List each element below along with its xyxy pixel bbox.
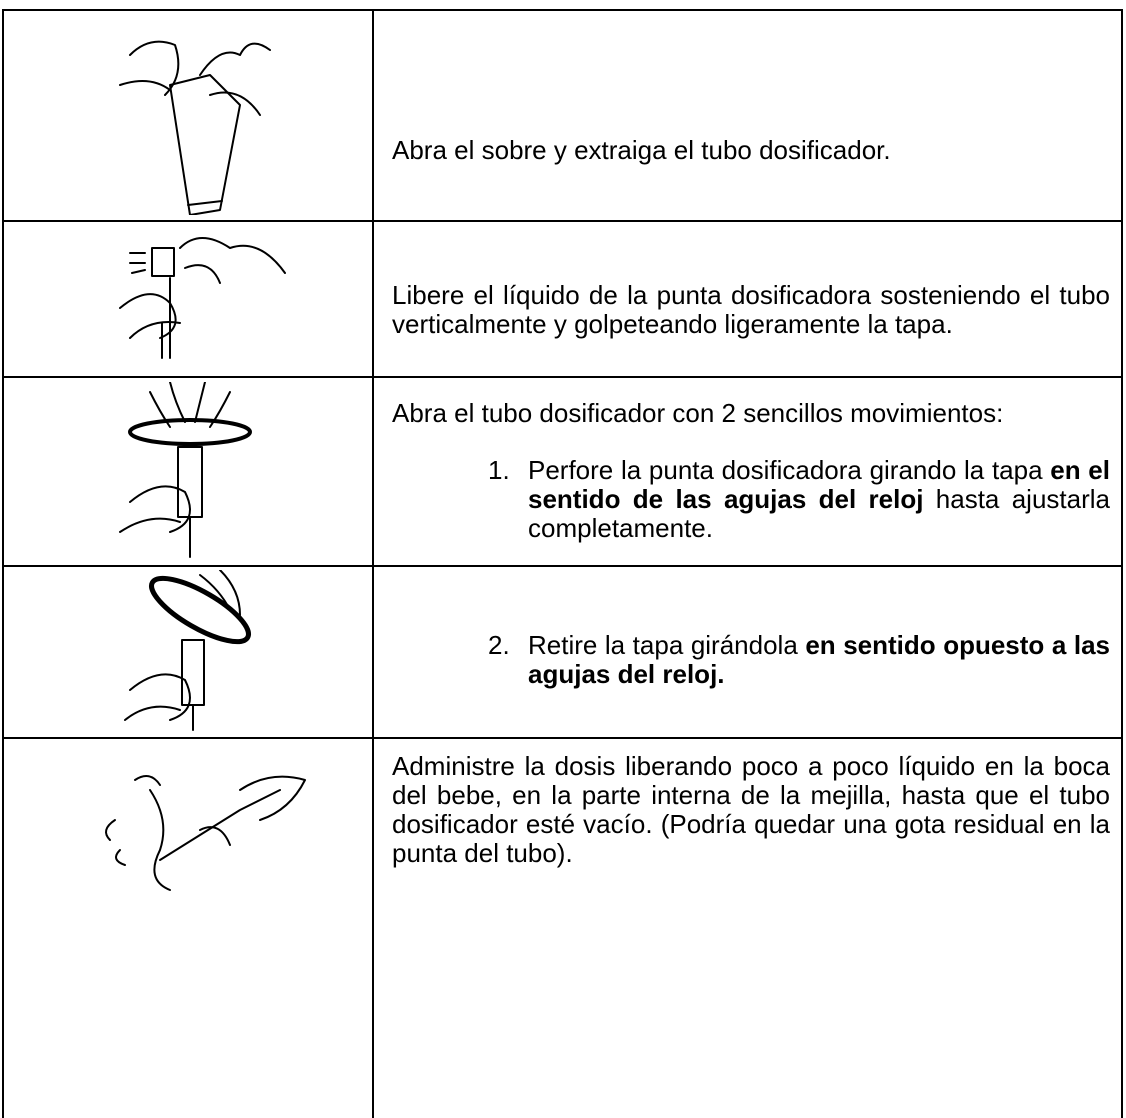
illustration-remove-cap <box>124 570 251 731</box>
row-border <box>2 220 1123 222</box>
instruction: Administre la dosis liberando poco a poc… <box>392 751 1110 868</box>
item-text: Perfore la punta dosificadora girando la… <box>528 456 1110 543</box>
row-border <box>2 565 1123 567</box>
illustration-pierce-tip <box>119 382 252 558</box>
row-5-text: Administre la dosis liberando poco a poc… <box>392 752 1110 1114</box>
instruction: Abra el sobre y extraiga el tubo dosific… <box>392 134 891 165</box>
table-border <box>1121 10 1123 1118</box>
column-border <box>372 10 374 1118</box>
table-border <box>2 9 1123 11</box>
row-2-text: Libere el líquido de la punta dosificado… <box>392 240 1110 380</box>
text: Retire la tapa girándola <box>528 630 806 660</box>
bold-text: en sentido opuesto a las agujas del relo… <box>528 630 1110 689</box>
list-item: 1. Perfore la punta dosificadora girando… <box>392 456 1110 543</box>
illustration-administer-dose <box>105 775 306 891</box>
illustration-tap-cap <box>119 237 286 359</box>
text: hasta ajustarla completamente. <box>528 484 1111 543</box>
row-border <box>2 376 1123 378</box>
row-3-text: Abra el tubo dosificador con 2 sencillos… <box>392 378 1110 564</box>
list-item: 2. Retire la tapa girándola en sentido o… <box>392 631 1110 689</box>
item-number: 1. <box>488 455 510 485</box>
item-text: Retire la tapa girándola en sentido opue… <box>528 631 1110 689</box>
text: Perfore la punta dosificadora girando la… <box>528 455 1051 485</box>
illustration-open-sachet <box>119 40 271 215</box>
instruction: Libere el líquido de la punta dosificado… <box>392 280 1110 339</box>
row-border <box>2 737 1123 739</box>
bold-text: en el sentido de las agujas del reloj <box>528 455 1110 514</box>
table-border <box>2 10 4 1118</box>
item-number: 2. <box>488 630 510 660</box>
instruction: Abra el tubo dosificador con 2 sencillos… <box>392 398 1004 428</box>
row-1-text: Abra el sobre y extraiga el tubo dosific… <box>392 60 1110 240</box>
row-4-text: 2. Retire la tapa girándola en sentido o… <box>392 600 1110 720</box>
